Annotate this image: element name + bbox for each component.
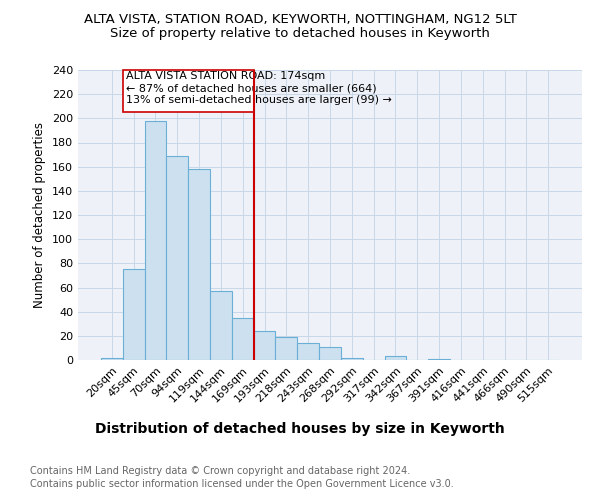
Bar — [232, 318, 254, 360]
Bar — [385, 356, 406, 360]
Text: Contains HM Land Registry data © Crown copyright and database right 2024.: Contains HM Land Registry data © Crown c… — [30, 466, 410, 476]
Text: ← 87% of detached houses are smaller (664): ← 87% of detached houses are smaller (66… — [126, 84, 377, 94]
Bar — [123, 270, 145, 360]
Text: ALTA VISTA STATION ROAD: 174sqm: ALTA VISTA STATION ROAD: 174sqm — [126, 71, 325, 81]
Bar — [210, 291, 232, 360]
Text: 13% of semi-detached houses are larger (99) →: 13% of semi-detached houses are larger (… — [126, 96, 392, 106]
Bar — [297, 343, 319, 360]
Bar — [275, 337, 297, 360]
Text: Contains public sector information licensed under the Open Government Licence v3: Contains public sector information licen… — [30, 479, 454, 489]
Bar — [101, 358, 123, 360]
Bar — [123, 70, 254, 112]
Text: Distribution of detached houses by size in Keyworth: Distribution of detached houses by size … — [95, 422, 505, 436]
Bar — [428, 359, 450, 360]
Bar — [145, 120, 166, 360]
Bar — [319, 346, 341, 360]
Y-axis label: Number of detached properties: Number of detached properties — [34, 122, 46, 308]
Text: ALTA VISTA, STATION ROAD, KEYWORTH, NOTTINGHAM, NG12 5LT: ALTA VISTA, STATION ROAD, KEYWORTH, NOTT… — [83, 12, 517, 26]
Bar — [254, 331, 275, 360]
Text: Size of property relative to detached houses in Keyworth: Size of property relative to detached ho… — [110, 28, 490, 40]
Bar — [188, 169, 210, 360]
Bar — [341, 358, 363, 360]
Bar — [166, 156, 188, 360]
